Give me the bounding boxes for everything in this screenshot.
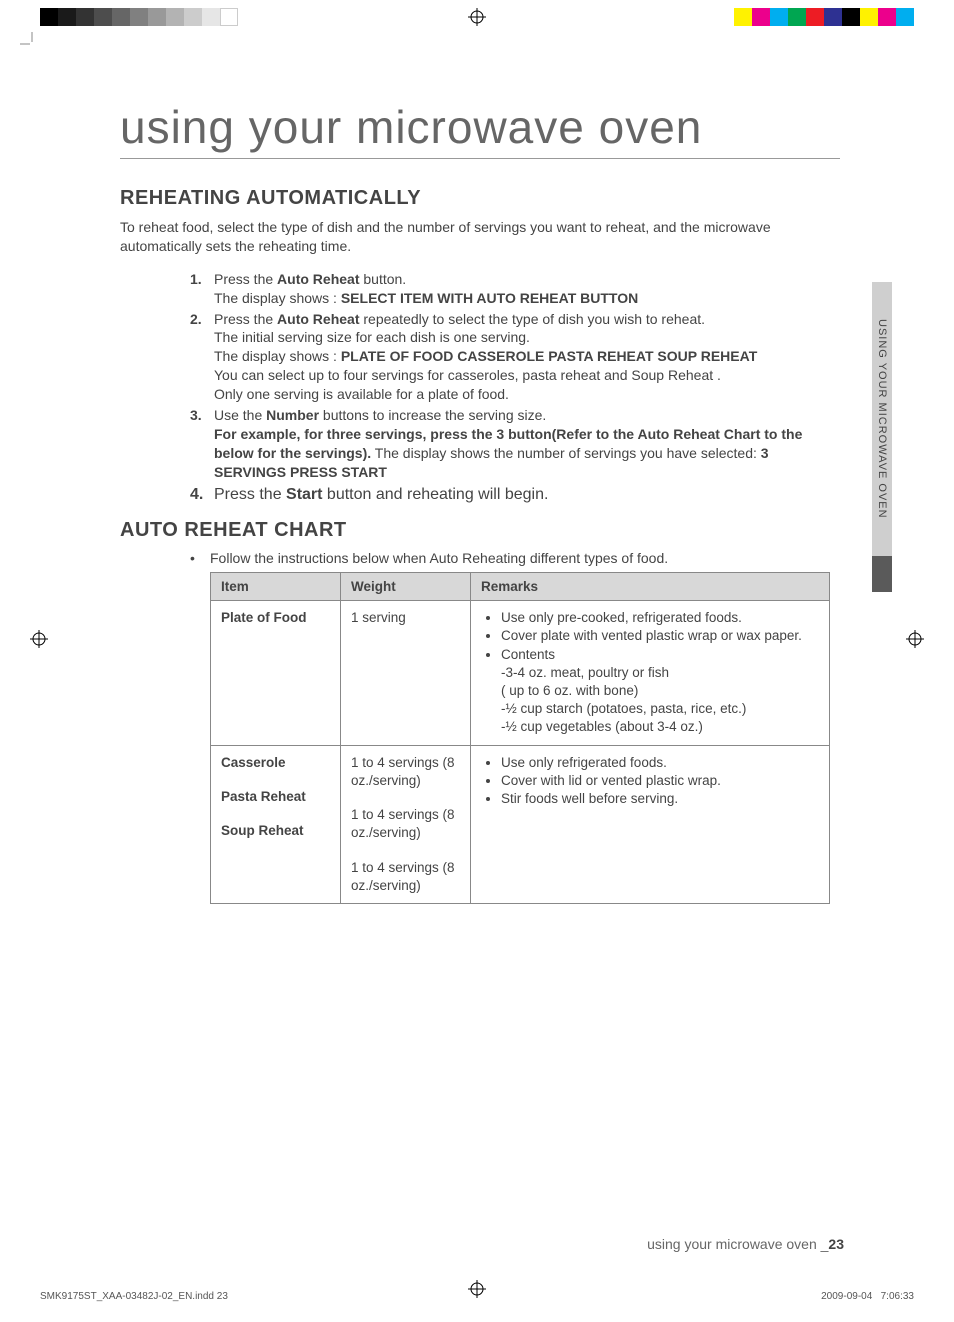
step-body: Use the Number buttons to increase the s… (214, 406, 840, 482)
td-item: CasserolePasta ReheatSoup Reheat (211, 746, 341, 903)
registration-mark-top (468, 8, 486, 26)
th-weight: Weight (341, 573, 471, 600)
table-row: Plate of Food 1 serving Use only pre-coo… (211, 600, 829, 745)
step-number: 4. (190, 484, 214, 506)
step: 2.Press the Auto Reheat repeatedly to se… (190, 310, 840, 404)
td-remarks: Use only pre-cooked, refrigerated foods.… (471, 601, 829, 745)
print-color-bar (0, 8, 954, 26)
steps-list: 1.Press the Auto Reheat button.The displ… (190, 270, 840, 505)
bullet-icon: • (190, 550, 210, 566)
th-item: Item (211, 573, 341, 600)
registration-mark-left (30, 630, 48, 648)
crop-mark (20, 32, 36, 48)
side-tab: USING YOUR MICROWAVE OVEN (872, 282, 892, 592)
remark-item: Contents-3-4 oz. meat, poultry or fish( … (501, 646, 819, 737)
td-weight: 1 to 4 servings (8 oz./serving)1 to 4 se… (341, 746, 471, 903)
chart-intro: • Follow the instructions below when Aut… (190, 550, 840, 566)
step-number: 3. (190, 406, 214, 482)
footer-meta: SMK9175ST_XAA-03482J-02_EN.indd 23 2009-… (40, 1291, 914, 1302)
chart-intro-text: Follow the instructions below when Auto … (210, 550, 668, 566)
step: 1.Press the Auto Reheat button.The displ… (190, 270, 840, 308)
side-tab-label: USING YOUR MICROWAVE OVEN (876, 319, 888, 519)
td-item: Plate of Food (211, 601, 341, 745)
remark-item: Stir foods well before serving. (501, 790, 819, 808)
step-number: 2. (190, 310, 214, 404)
footer-datetime: 2009-09-04 7:06:33 (821, 1291, 914, 1302)
section1-intro: To reheat food, select the type of dish … (120, 218, 840, 256)
remark-item: Cover plate with vented plastic wrap or … (501, 627, 819, 645)
table-row: CasserolePasta ReheatSoup Reheat 1 to 4 … (211, 745, 829, 903)
page-content: using your microwave oven REHEATING AUTO… (120, 50, 840, 904)
table-header-row: Item Weight Remarks (211, 573, 829, 600)
step-number: 1. (190, 270, 214, 308)
page-title: using your microwave oven (120, 100, 840, 159)
step-body: Press the Auto Reheat repeatedly to sele… (214, 310, 840, 404)
td-weight: 1 serving (341, 601, 471, 745)
auto-reheat-table: Item Weight Remarks Plate of Food 1 serv… (210, 572, 830, 904)
td-remarks: Use only refrigerated foods.Cover with l… (471, 746, 829, 903)
remark-item: Use only pre-cooked, refrigerated foods. (501, 609, 819, 627)
th-remarks: Remarks (471, 573, 829, 600)
registration-mark-right (906, 630, 924, 648)
grayscale-swatches (40, 8, 238, 26)
step-body: Press the Start button and reheating wil… (214, 484, 840, 506)
step-body: Press the Auto Reheat button.The display… (214, 270, 840, 308)
step: 4.Press the Start button and reheating w… (190, 484, 840, 506)
section-heading-chart: AUTO REHEAT CHART (120, 519, 840, 542)
remark-item: Cover with lid or vented plastic wrap. (501, 772, 819, 790)
section-heading-reheating: REHEATING AUTOMATICALLY (120, 187, 840, 210)
color-swatches (734, 8, 914, 26)
step: 3.Use the Number buttons to increase the… (190, 406, 840, 482)
remark-item: Use only refrigerated foods. (501, 754, 819, 772)
footer-page-label: using your microwave oven _23 (647, 1236, 844, 1252)
footer-file: SMK9175ST_XAA-03482J-02_EN.indd 23 (40, 1291, 228, 1302)
